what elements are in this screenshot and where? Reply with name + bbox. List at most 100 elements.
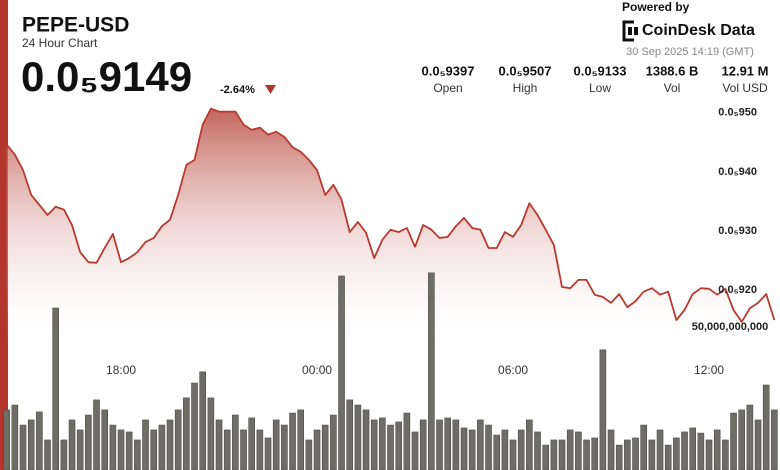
volume-bar [346,399,354,470]
stat-value: 12.91 M [722,63,769,78]
stat-value: 0.0₅9397 [422,63,475,78]
volume-bar [632,437,639,470]
volume-bar [411,431,419,470]
volume-bar [207,397,215,470]
volume-bar [419,419,427,470]
volume-bar [76,429,84,470]
volume-bar [722,439,729,470]
volume-bar [256,429,264,470]
volume-bar [27,419,35,470]
volume-bar [681,431,688,470]
volume-bar [452,419,460,470]
volume-bar [664,444,672,470]
volume-bar [746,404,754,470]
stats: 0.0₅9397 Open 0.0₅9507 High 0.0₅9133 Low 1388.… [422,63,769,95]
price-change: -2.64% [220,84,255,96]
stat-label: Vol USD [722,81,768,95]
volume-bar [134,439,141,470]
volume-bar [762,384,770,470]
volume-bar [673,437,680,470]
stat-label: Open [433,81,462,95]
price-line [6,107,776,323]
volume-bar [109,424,117,470]
x-tick-label: 06:00 [498,363,528,377]
volume-bar [125,431,133,470]
volume-bar [566,429,574,470]
y-tick-label: 0.0₅920 [718,284,757,296]
volume-bar [730,412,737,470]
plot: 0.0₅950 0.0₅940 0.0₅930 0.0₅920 50,000,000,0… [3,107,778,470]
volume-bar [754,419,762,470]
stat-label: Low [589,81,611,95]
current-price: 0.0₅9149 [21,53,192,100]
volume-bar [379,417,386,470]
y2-tick-label: 50,000,000,000 [692,321,768,333]
volume-bar [542,444,550,470]
volume-bar [142,419,149,470]
volume-bar [3,409,11,470]
line-layer [6,107,776,323]
volume-bar [395,421,403,470]
volume-bar [52,307,60,470]
volume-bar [624,439,631,470]
timestamp: 30 Sep 2025 14:19 (GMT) [626,46,754,58]
volume-bar [599,349,607,470]
volume-bar [354,404,362,470]
chart-subtitle: 24 Hour Chart [22,36,98,50]
volume-bar [558,439,566,470]
volume-bar [509,439,517,470]
logo-icon [622,20,638,42]
y-tick-label: 0.0₅950 [718,107,757,119]
volume-bar [11,404,19,470]
volume-bar [501,429,509,470]
volume-bar [550,439,558,470]
chart-title: PEPE-USD [22,14,129,37]
volume-bar [272,419,280,470]
left-strip [0,0,8,470]
volume-bar [428,272,435,470]
volume-bar [640,424,648,470]
volume-bar [232,414,239,470]
bar-layer [3,272,778,470]
volume-bar [444,417,452,470]
volume-bar [575,431,582,470]
volume-bar [44,439,51,470]
stat-value: 0.0₅9507 [499,63,552,78]
volume-bar [117,429,125,470]
volume-bar [215,419,223,470]
volume-bar [526,419,533,470]
volume-bar [477,419,484,470]
volume-bar [656,429,664,470]
volume-bar [713,429,721,470]
volume-bar [387,424,394,470]
volume-bar [248,417,256,470]
volume-bar [615,444,623,470]
volume-bar [468,429,476,470]
volume-bar [534,431,541,470]
x-tick-label: 00:00 [302,363,332,377]
volume-bar [289,412,296,470]
brand: CoinDesk Data [642,22,755,39]
volume-bar [158,424,166,470]
volume-bar [36,411,43,470]
volume-bar [771,409,778,470]
price-area [6,108,775,349]
area-layer [6,108,775,349]
y-tick-label: 0.0₅930 [718,225,757,237]
y-tick-label: 0.0₅940 [718,166,757,178]
volume-bar [68,419,76,470]
volume-bar [93,399,100,470]
volume-bar [183,397,190,470]
stat-label: High [513,81,538,95]
volume-bar [738,409,746,470]
volume-bar [223,429,231,470]
volume-bar [101,409,109,470]
volume-bar [191,382,198,470]
volume-bar [330,414,337,470]
volume-bar [240,429,247,470]
volume-bar [403,412,411,470]
volume-bar [493,434,501,470]
volume-bar [150,429,158,470]
